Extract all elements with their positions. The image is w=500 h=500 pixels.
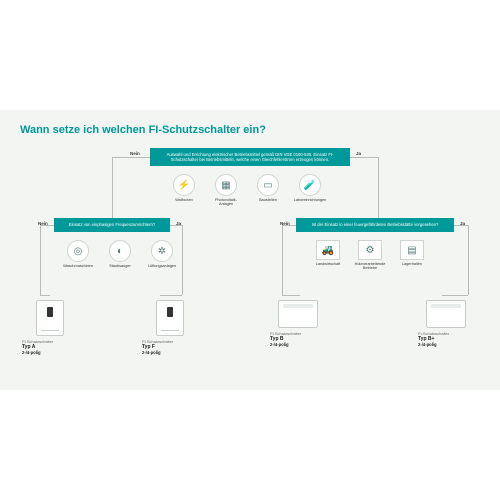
- application-icon: ▦ Photovoltaik-Anlagen: [210, 174, 242, 206]
- result-poles: 2-/4-polig: [22, 350, 78, 355]
- connector-line: [468, 225, 469, 295]
- right-branch-yes: Ja: [460, 221, 465, 226]
- icon-label: Waschmaschinen: [63, 264, 93, 268]
- icon-label: Baustellen: [259, 198, 277, 202]
- icon-label: Landwirtschaft: [316, 262, 340, 266]
- icon-label: Wallboxen: [175, 198, 193, 202]
- device-icon: [278, 300, 318, 328]
- left-icon-row: ◎ Waschmaschinen ◐ Staubsauger ✲ Lüftungsanla…: [62, 240, 178, 268]
- connector-line: [282, 295, 300, 296]
- icon-shape: ◎: [67, 240, 89, 262]
- application-icon: ◐ Staubsauger: [104, 240, 136, 268]
- left-branch-no: Nein: [38, 221, 48, 226]
- icon-shape: ✲: [151, 240, 173, 262]
- result-card: FI-SchutzschalterTyp A2-/4-polig: [22, 300, 78, 355]
- icon-shape: ◐: [109, 240, 131, 262]
- connector-line: [40, 225, 41, 295]
- application-icon: ⚡ Wallboxen: [168, 174, 200, 206]
- icon-label: Laboreinrichtungen: [294, 198, 327, 202]
- top-icon-row: ⚡ Wallboxen ▦ Photovoltaik-Anlagen ▭ Baustell…: [168, 174, 326, 206]
- icon-label: Lüftungsanlagen: [148, 264, 176, 268]
- right-branch-no: Nein: [280, 221, 290, 226]
- application-icon: 🧪 Laboreinrichtungen: [294, 174, 326, 206]
- device-icon: [426, 300, 466, 328]
- icon-shape: 🚜: [316, 240, 340, 260]
- result-card: FI-SchutzschalterTyp B+2-/4-polig: [418, 300, 474, 347]
- icon-label: Holzverarbeitende Betriebe: [354, 262, 386, 270]
- connector-line: [160, 295, 182, 296]
- root-decision-box: Auswahl und Errichtung elektrischer Betr…: [150, 148, 350, 166]
- device-icon: [156, 300, 184, 336]
- icon-shape: 🧪: [299, 174, 321, 196]
- application-icon: ⚙ Holzverarbeitende Betriebe: [354, 240, 386, 270]
- page-title: Wann setze ich welchen FI-Schutzschalter…: [20, 124, 266, 136]
- icon-shape: ▤: [400, 240, 424, 260]
- application-icon: ✲ Lüftungsanlagen: [146, 240, 178, 268]
- icon-label: Photovoltaik-Anlagen: [210, 198, 242, 206]
- root-branch-yes: Ja: [356, 151, 361, 156]
- root-branch-no: Nein: [130, 151, 140, 156]
- icon-label: Staubsauger: [109, 264, 131, 268]
- result-card: FI-SchutzschalterTyp B2-/4-polig: [270, 300, 326, 347]
- result-poles: 2-/4-polig: [142, 350, 198, 355]
- diagram-slide: Wann setze ich welchen FI-Schutzschalter…: [0, 110, 500, 390]
- icon-shape: ⚙: [358, 240, 382, 260]
- connector-line: [442, 295, 468, 296]
- right-icon-row: 🚜 Landwirtschaft ⚙ Holzverarbeitende Betrie…: [312, 240, 428, 270]
- connector-line: [350, 157, 378, 158]
- connector-line: [282, 225, 283, 295]
- icon-shape: ▭: [257, 174, 279, 196]
- icon-shape: ▦: [215, 174, 237, 196]
- result-poles: 2-/4-polig: [418, 342, 474, 347]
- result-card: FI-SchutzschalterTyp F2-/4-polig: [142, 300, 198, 355]
- icon-shape: ⚡: [173, 174, 195, 196]
- page-canvas: Wann setze ich welchen FI-Schutzschalter…: [0, 0, 500, 500]
- left-decision-box: Einsatz von einphasigen Frequenzumrichte…: [54, 218, 170, 232]
- application-icon: ◎ Waschmaschinen: [62, 240, 94, 268]
- connector-line: [112, 157, 150, 158]
- left-branch-yes: Ja: [176, 221, 181, 226]
- icon-label: Lagerhallen: [402, 262, 422, 266]
- device-icon: [36, 300, 64, 336]
- right-decision-box: Ist der Einsatz in einer feuergefährdete…: [296, 218, 454, 232]
- connector-line: [40, 295, 50, 296]
- connector-line: [378, 157, 379, 218]
- application-icon: ▤ Lagerhallen: [396, 240, 428, 270]
- connector-line: [182, 225, 183, 295]
- application-icon: 🚜 Landwirtschaft: [312, 240, 344, 270]
- connector-line: [112, 157, 113, 218]
- application-icon: ▭ Baustellen: [252, 174, 284, 206]
- result-poles: 2-/4-polig: [270, 342, 326, 347]
